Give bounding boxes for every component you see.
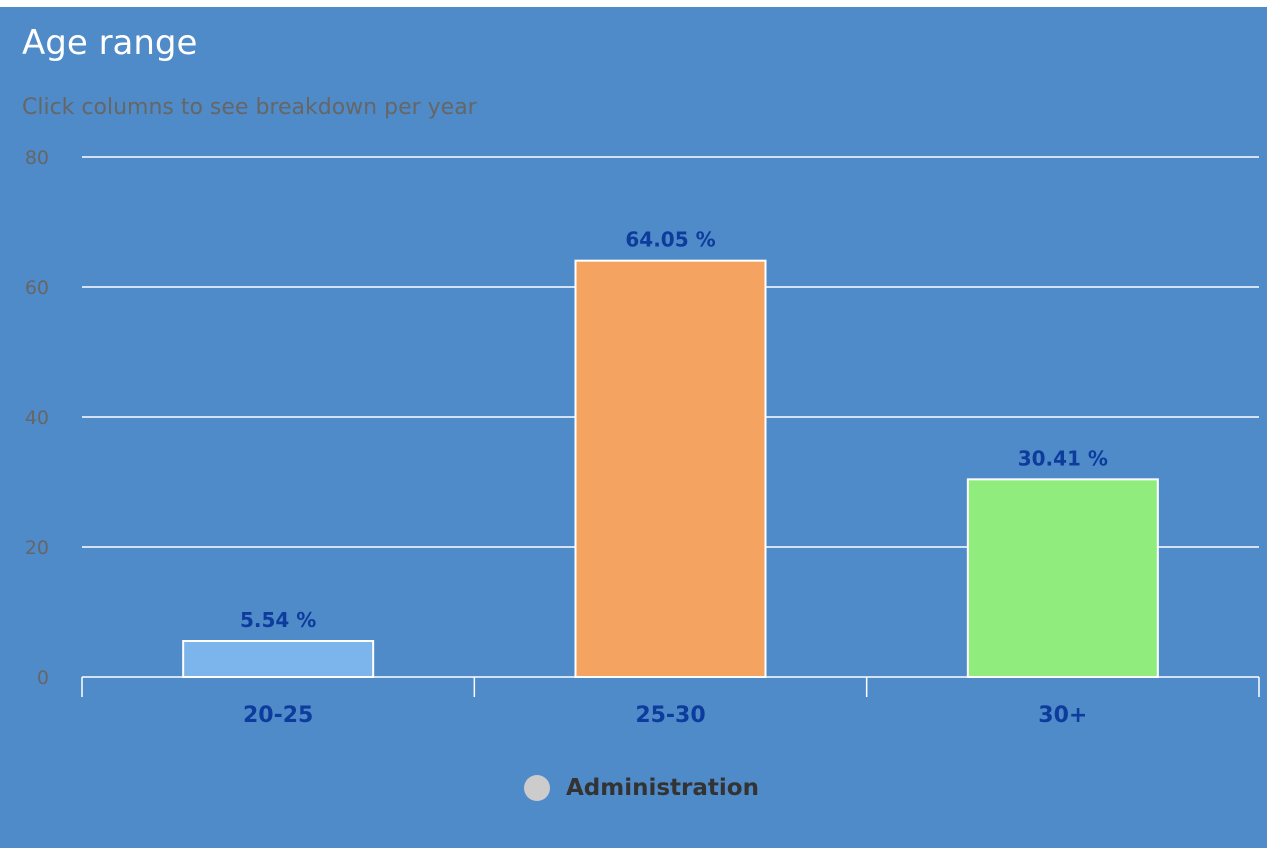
data-label: 64.05 % bbox=[625, 228, 715, 252]
bar[interactable] bbox=[966, 478, 1159, 678]
chart-title: Age range bbox=[22, 23, 198, 63]
y-tick-label: 0 bbox=[37, 667, 49, 689]
y-tick-label: 20 bbox=[25, 537, 49, 559]
bar[interactable] bbox=[574, 259, 767, 679]
x-category-label: 20-25 bbox=[243, 703, 313, 728]
chart-panel: Age range Click columns to see breakdown… bbox=[0, 7, 1267, 848]
data-label: 30.41 % bbox=[1018, 446, 1108, 470]
y-tick-label: 40 bbox=[25, 407, 49, 429]
chart-subtitle: Click columns to see breakdown per year bbox=[22, 95, 477, 120]
y-tick-label: 80 bbox=[25, 147, 49, 169]
bar[interactable] bbox=[182, 639, 375, 678]
x-category-label: 30+ bbox=[1038, 703, 1087, 728]
legend-circle-icon bbox=[524, 775, 550, 801]
data-label: 5.54 % bbox=[240, 608, 316, 632]
legend-item-administration[interactable]: Administration bbox=[524, 773, 759, 803]
plot-area: 0 20 40 60 80 5.54 % 20-25 64.05 % 25-30 30.41 % 3… bbox=[25, 147, 1260, 728]
y-tick-label: 60 bbox=[25, 277, 49, 299]
legend-label: Administration bbox=[566, 775, 759, 801]
x-category-label: 25-30 bbox=[635, 703, 705, 728]
